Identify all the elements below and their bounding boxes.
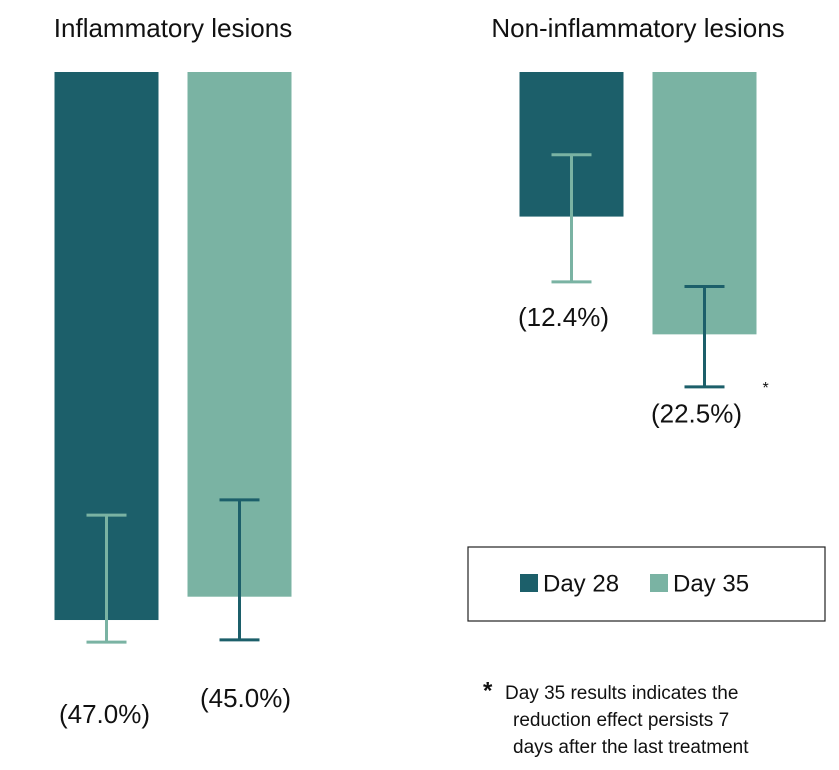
footnote: reduction effect persists 7 (513, 710, 729, 731)
panel-title: Non-inflammatory lesions (491, 13, 784, 43)
value-label: (45.0%) (200, 683, 291, 713)
panel-title: Inflammatory lesions (54, 13, 292, 43)
legend-swatch (520, 574, 538, 592)
legend-swatch (650, 574, 668, 592)
legend-label: Day 35 (673, 570, 749, 597)
legend-label: Day 28 (543, 570, 619, 597)
legend-box (467, 546, 826, 622)
footnote: Day 35 results indicates the (505, 683, 738, 704)
footnote: days after the last treatment (513, 737, 749, 758)
note-marker: * (763, 380, 769, 397)
value-label: (22.5%) (651, 399, 742, 429)
value-label: (47.0%) (59, 699, 150, 729)
footnote-marker: * (483, 677, 493, 704)
value-label: (12.4%) (518, 302, 609, 332)
